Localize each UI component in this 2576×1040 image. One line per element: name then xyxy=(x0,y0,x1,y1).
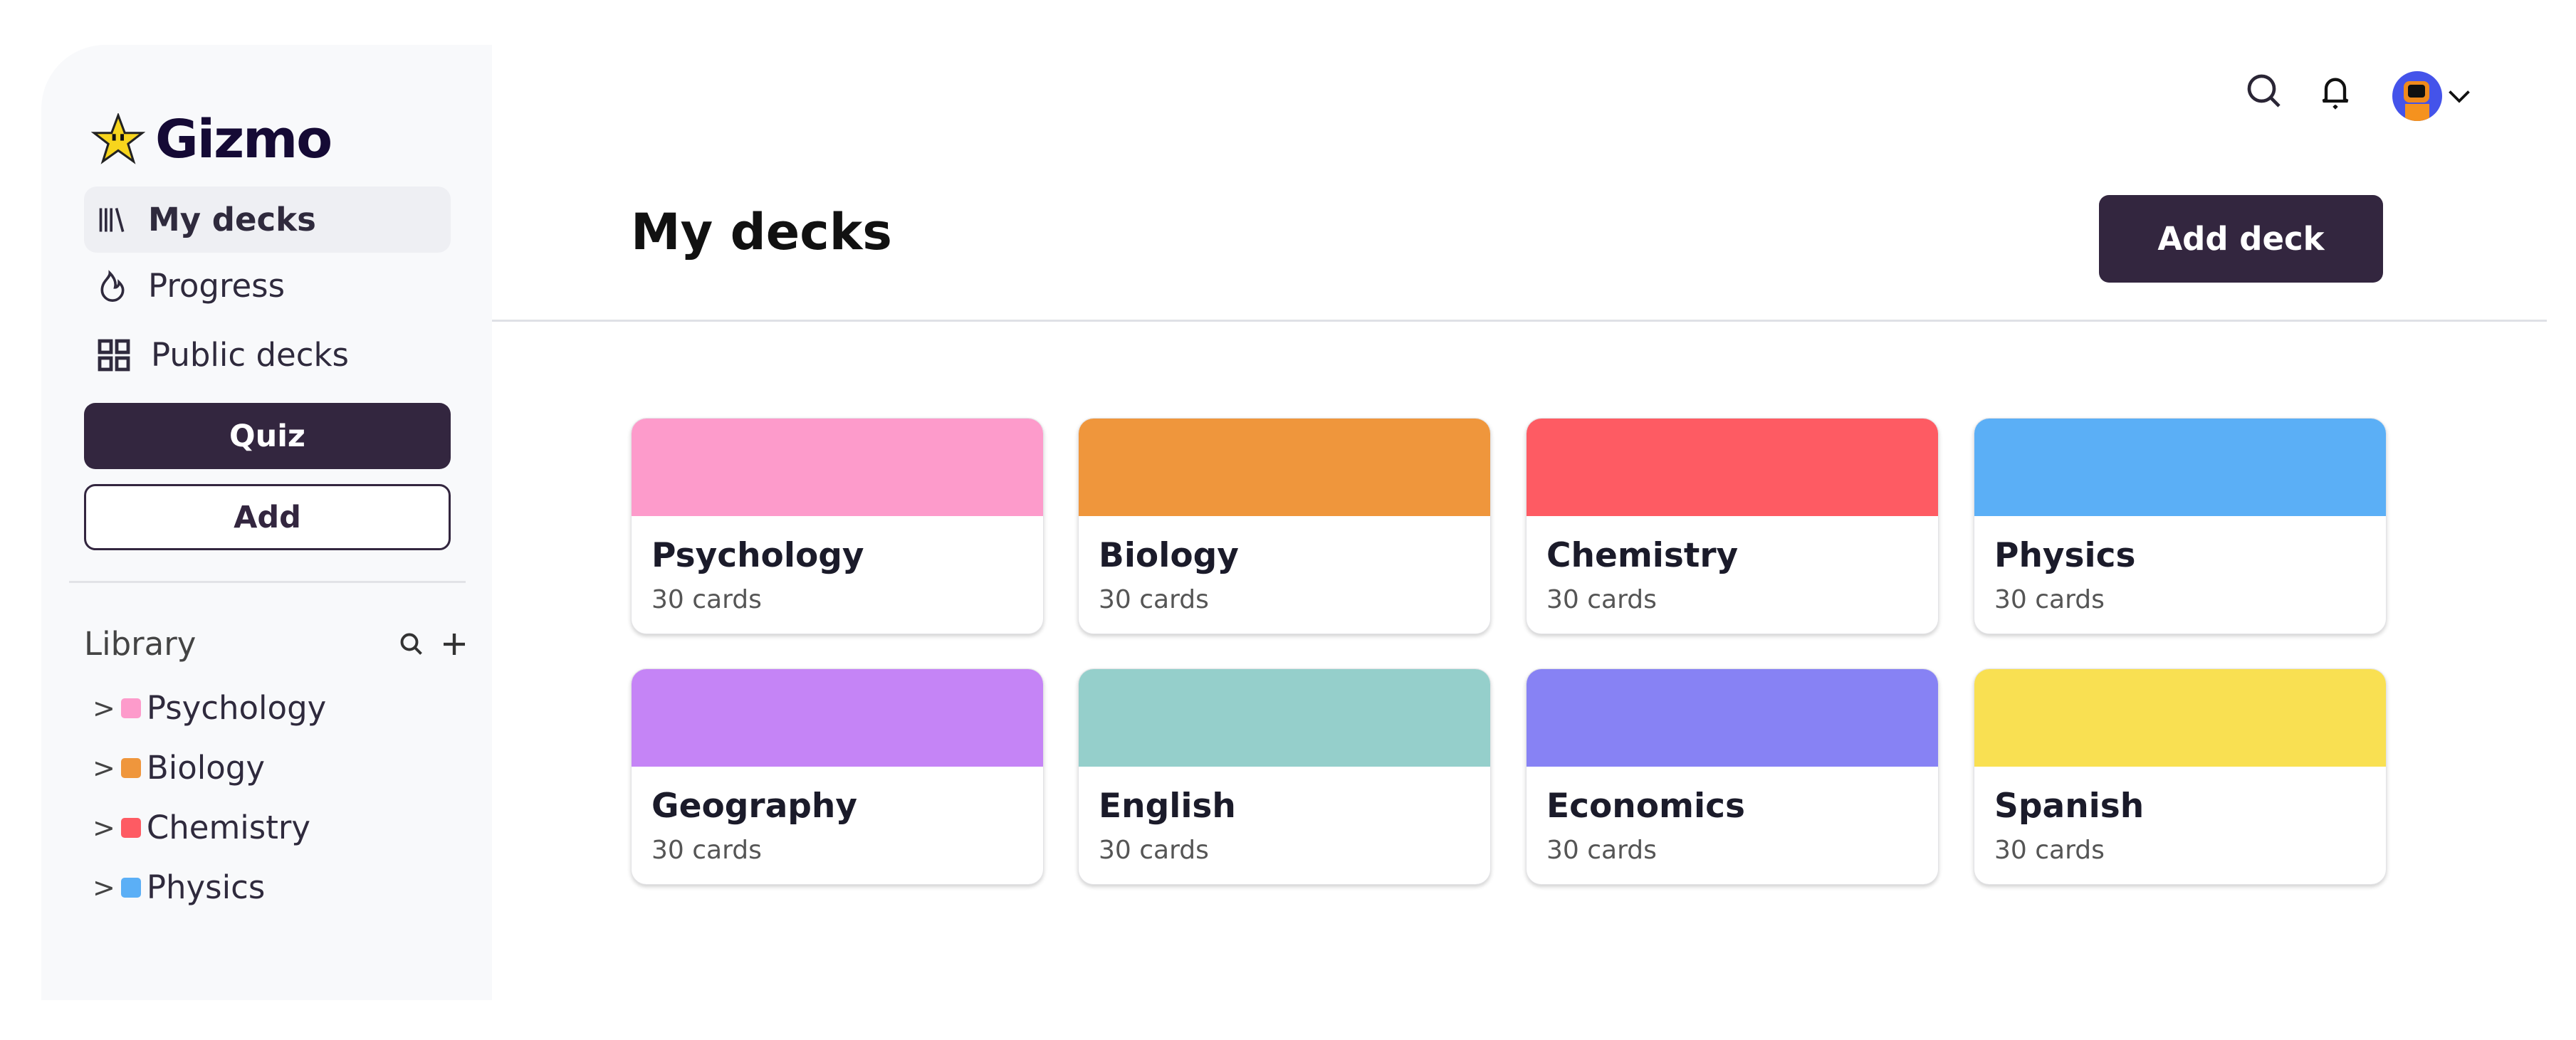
sidebar-item-label: Progress xyxy=(148,267,286,305)
library-item-label: Biology xyxy=(146,749,265,787)
flame-icon xyxy=(100,269,125,302)
deck-card-count: 30 cards xyxy=(651,836,762,865)
deck-card-count: 30 cards xyxy=(1546,836,1657,865)
grid-icon xyxy=(98,339,130,371)
deck-card[interactable]: English 30 cards xyxy=(1078,668,1491,885)
library-item[interactable]: > Physics xyxy=(93,868,265,906)
logo-text: Gizmo xyxy=(155,109,333,170)
deck-name: Physics xyxy=(1994,536,2136,575)
deck-color-band xyxy=(632,669,1043,767)
deck-card-count: 30 cards xyxy=(1099,585,1209,614)
chevron-down-icon[interactable] xyxy=(2446,87,2472,107)
notifications-button[interactable] xyxy=(2317,71,2354,115)
avatar[interactable] xyxy=(2392,71,2442,121)
header-divider xyxy=(492,320,2547,322)
deck-name: English xyxy=(1099,787,1236,826)
deck-card-count: 30 cards xyxy=(1099,836,1209,865)
deck-card[interactable]: Geography 30 cards xyxy=(631,668,1044,885)
deck-card[interactable]: Chemistry 30 cards xyxy=(1526,418,1939,634)
library-title: Library xyxy=(84,625,197,663)
library-item-label: Psychology xyxy=(146,689,327,727)
library-item[interactable]: > Biology xyxy=(93,749,265,787)
library-header: Library xyxy=(84,625,468,663)
deck-card-count: 30 cards xyxy=(1546,585,1657,614)
sidebar-item-progress[interactable]: Progress xyxy=(84,253,451,319)
quiz-button[interactable]: Quiz xyxy=(84,403,451,469)
deck-color-band xyxy=(1527,669,1938,767)
add-button[interactable]: Add xyxy=(84,484,451,550)
deck-name: Chemistry xyxy=(1546,536,1739,575)
deck-color-swatch xyxy=(120,877,141,898)
deck-name: Geography xyxy=(651,787,858,826)
deck-color-band xyxy=(1974,419,2386,516)
library-item[interactable]: > Psychology xyxy=(93,689,326,727)
library-item-label: Chemistry xyxy=(146,809,311,846)
sidebar-item-public-decks[interactable]: Public decks xyxy=(84,322,451,388)
deck-name: Economics xyxy=(1546,787,1745,826)
deck-card[interactable]: Spanish 30 cards xyxy=(1974,668,2387,885)
deck-color-band xyxy=(1527,419,1938,516)
deck-card-count: 30 cards xyxy=(651,585,762,614)
chevron-right-icon[interactable]: > xyxy=(93,811,115,844)
star-logo-icon xyxy=(91,113,145,164)
deck-color-swatch xyxy=(120,757,141,778)
page-title: My decks xyxy=(631,203,892,261)
deck-color-band xyxy=(1079,419,1490,516)
deck-name: Spanish xyxy=(1994,787,2145,826)
sidebar-item-my-decks[interactable]: My decks xyxy=(84,187,451,253)
library-item[interactable]: > Chemistry xyxy=(93,809,310,846)
deck-color-band xyxy=(632,419,1043,516)
sidebar: Gizmo My decks Progress Public decks Qui… xyxy=(41,45,492,1000)
chevron-right-icon[interactable]: > xyxy=(93,692,115,724)
deck-color-swatch xyxy=(120,698,141,718)
deck-card[interactable]: Economics 30 cards xyxy=(1526,668,1939,885)
search-button[interactable] xyxy=(2244,71,2284,114)
search-icon xyxy=(2247,74,2281,107)
deck-card-count: 30 cards xyxy=(1994,836,2105,865)
logo[interactable]: Gizmo xyxy=(91,109,333,170)
divider xyxy=(69,581,466,583)
deck-card[interactable]: Biology 30 cards xyxy=(1078,418,1491,634)
chevron-right-icon[interactable]: > xyxy=(93,871,115,903)
deck-card[interactable]: Physics 30 cards xyxy=(1974,418,2387,634)
deck-color-band xyxy=(1079,669,1490,767)
sidebar-item-label: Public decks xyxy=(151,336,349,374)
add-deck-button[interactable]: Add deck xyxy=(2099,195,2383,283)
deck-color-swatch xyxy=(120,817,141,838)
library-icon xyxy=(99,207,125,232)
search-icon[interactable] xyxy=(399,631,424,657)
sidebar-item-label: My decks xyxy=(148,201,316,238)
deck-card[interactable]: Psychology 30 cards xyxy=(631,418,1044,634)
bell-icon xyxy=(2322,78,2349,110)
deck-color-band xyxy=(1974,669,2386,767)
library-item-label: Physics xyxy=(146,868,266,906)
deck-name: Psychology xyxy=(651,536,864,575)
chevron-right-icon[interactable]: > xyxy=(93,752,115,784)
deck-name: Biology xyxy=(1099,536,1239,575)
deck-card-count: 30 cards xyxy=(1994,585,2105,614)
plus-icon[interactable] xyxy=(440,630,468,658)
